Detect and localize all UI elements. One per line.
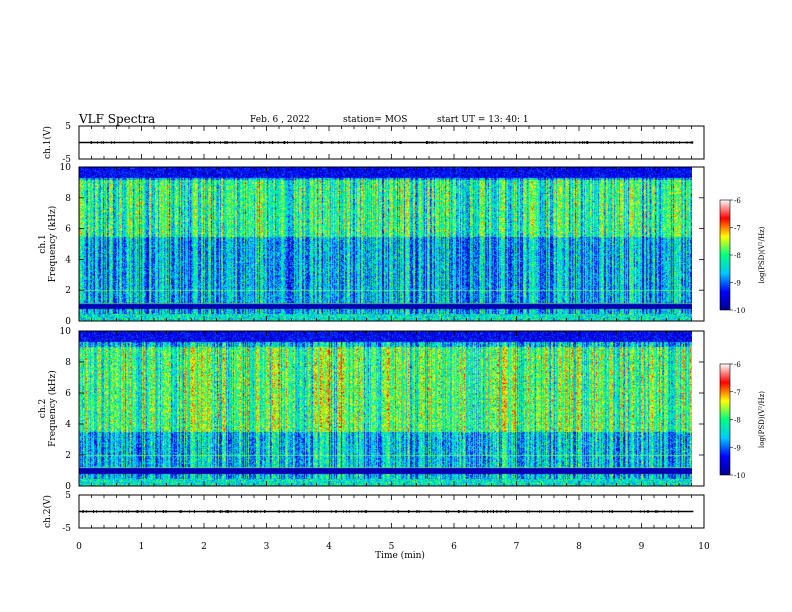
x-tick-label: 10 [698, 542, 710, 552]
colorbar-tick-label: -9 [734, 280, 741, 288]
ch1-voltage-spikes [90, 141, 693, 144]
colorbar-tick-label: -10 [734, 307, 745, 315]
ch1-spectrogram-image [79, 167, 692, 321]
colorbar-tick-label: -8 [734, 417, 741, 425]
x-tick-label: 0 [76, 542, 82, 552]
y-tick-label: 0 [65, 482, 71, 492]
y-tick-label: 10 [60, 163, 72, 173]
colorbar-tick-label: -10 [734, 472, 745, 480]
colorbar-label: log(PSD)(V²/Hz) [758, 226, 766, 283]
date-label: Feb. 6 , 2022 [250, 115, 310, 125]
ch2-spectrogram-colorbar [719, 363, 731, 476]
y-tick-label: 2 [65, 451, 71, 461]
colorbar-tick-label: -6 [734, 361, 741, 369]
colorbar-tick-label: -6 [734, 197, 741, 205]
colorbar-label: log(PSD)(V²/Hz) [758, 391, 766, 448]
y-tick-label: 4 [65, 255, 71, 265]
colorbar-tick-label: -8 [734, 252, 741, 260]
colorbar-tick-label: -9 [734, 444, 741, 452]
figure-title: VLF Spectra [79, 112, 156, 126]
y-tick-label: 5 [65, 491, 71, 501]
y-tick-label: 4 [65, 420, 71, 430]
ch1-spectrogram-colorbar [719, 199, 731, 311]
x-tick-label: 6 [451, 542, 457, 552]
y-tick-label: 5 [65, 122, 71, 132]
ch2-spectrogram-image [79, 331, 692, 486]
y-tick-label: -5 [62, 524, 71, 534]
start-time-label: start UT = 13: 40: 1 [437, 115, 529, 125]
x-tick-label: 4 [326, 542, 332, 552]
x-tick-label: 1 [139, 542, 145, 552]
x-tick-label: 5 [389, 542, 395, 552]
x-tick-label: 8 [576, 542, 582, 552]
y-axis-label: Frequency (kHz) [47, 206, 58, 283]
y-tick-label: 6 [65, 225, 71, 235]
y-axis-label: ch.1 [38, 234, 48, 253]
x-tick-label: 7 [514, 542, 520, 552]
y-axis-label: Frequency (kHz) [47, 370, 58, 447]
colorbar-tick-label: -7 [734, 389, 741, 397]
y-axis-label: ch.2 [38, 399, 48, 418]
x-tick-label: 9 [639, 542, 645, 552]
x-tick-label: 2 [201, 542, 207, 552]
x-axis-label: Time (min) [375, 550, 425, 561]
y-tick-label: 6 [65, 389, 71, 399]
colorbar-tick-label: -7 [734, 225, 741, 233]
y-tick-label: 10 [60, 327, 72, 337]
y-axis-label: ch.2(V) [42, 495, 53, 528]
ch2-voltage-spikes [82, 510, 679, 513]
y-tick-label: 2 [65, 286, 71, 296]
station-label: station= MOS [343, 115, 408, 125]
y-tick-label: 8 [65, 358, 71, 368]
y-tick-label: 0 [65, 317, 71, 327]
y-axis-label: ch.1(V) [42, 126, 53, 159]
y-tick-label: 8 [65, 194, 71, 204]
y-tick-label: -5 [62, 155, 71, 165]
x-tick-label: 3 [264, 542, 270, 552]
